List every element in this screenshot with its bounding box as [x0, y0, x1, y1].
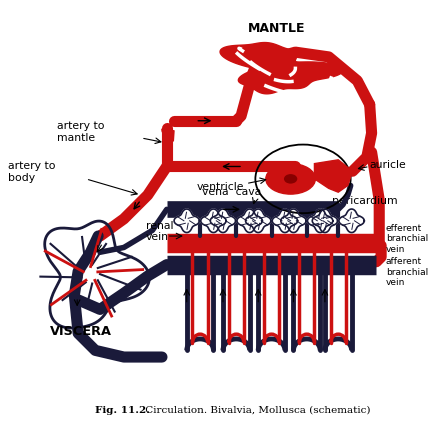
- Text: Fig. 11.2.: Fig. 11.2.: [95, 405, 150, 414]
- Text: auricle: auricle: [370, 159, 407, 169]
- Polygon shape: [201, 210, 226, 233]
- Polygon shape: [174, 210, 200, 233]
- Polygon shape: [220, 43, 343, 95]
- Polygon shape: [312, 210, 337, 233]
- Polygon shape: [237, 210, 262, 233]
- Text: Fig. 11.2.: Fig. 11.2.: [0, 433, 1, 434]
- Text: vena  cava: vena cava: [202, 187, 261, 197]
- Text: artery to
body: artery to body: [8, 161, 55, 183]
- Text: MANTLE: MANTLE: [248, 22, 305, 35]
- Polygon shape: [272, 210, 298, 233]
- Polygon shape: [245, 210, 271, 233]
- Polygon shape: [339, 210, 364, 233]
- Text: pericardium: pericardium: [332, 195, 397, 205]
- Text: Circulation. Bivalvia, Mollusca (schematic): Circulation. Bivalvia, Mollusca (schemat…: [142, 405, 371, 414]
- Ellipse shape: [284, 175, 297, 184]
- Text: VISCERA: VISCERA: [50, 324, 112, 337]
- Text: artery to
mantle: artery to mantle: [57, 121, 105, 143]
- Text: renal
vein: renal vein: [146, 220, 173, 242]
- Polygon shape: [308, 210, 333, 233]
- Polygon shape: [210, 210, 235, 233]
- Text: afferent
branchial
vein: afferent branchial vein: [386, 257, 428, 286]
- Text: Fig. 11.2. Circulation. Bivalvia, Mollusca (schematic): Fig. 11.2. Circulation. Bivalvia, Mollus…: [0, 433, 1, 434]
- Polygon shape: [314, 161, 353, 193]
- Polygon shape: [44, 221, 149, 328]
- Ellipse shape: [266, 164, 315, 195]
- Text: ventricle: ventricle: [197, 182, 244, 192]
- Text: efferent
branchial
vein: efferent branchial vein: [386, 224, 428, 253]
- Polygon shape: [281, 210, 306, 233]
